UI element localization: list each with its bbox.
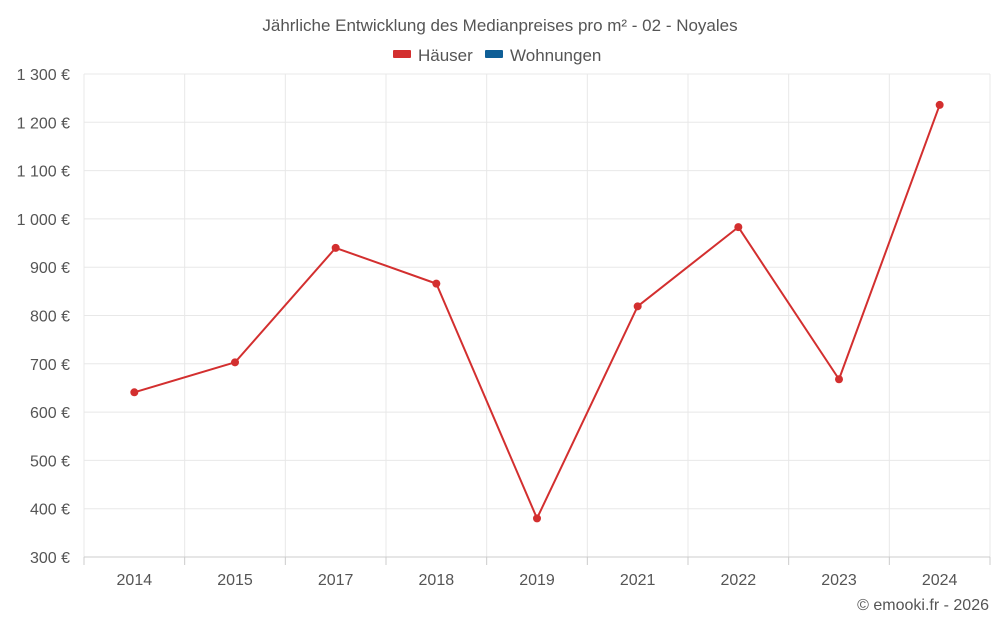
x-tick-label: 2014 (117, 572, 153, 589)
x-axis: 2014 2015 2017 2018 2019 2021 2022 2023 2024 (83, 556, 991, 589)
series-line-0 (134, 104, 941, 520)
data-point[interactable] (432, 279, 441, 288)
data-point[interactable] (835, 375, 843, 384)
data-point[interactable] (231, 358, 239, 367)
series (130, 100, 944, 523)
y-tick-label: 700 € (30, 357, 70, 374)
x-tick-label: 2019 (519, 572, 555, 589)
y-tick-label: 1 000 € (17, 212, 70, 229)
x-tick-label: 2015 (217, 572, 253, 589)
y-tick-label: 600 € (30, 405, 70, 422)
data-point[interactable] (331, 243, 340, 252)
y-tick-label: 1 300 € (17, 67, 70, 84)
y-tick-label: 300 € (30, 550, 70, 567)
y-tick-label: 800 € (30, 309, 70, 326)
x-tick-label: 2022 (721, 572, 757, 589)
data-point[interactable] (935, 100, 944, 109)
x-tick-label: 2017 (318, 572, 354, 589)
y-tick-label: 1 200 € (17, 115, 70, 132)
legend[interactable]: Häuser Wohnungen (393, 46, 601, 65)
y-tick-label: 400 € (30, 502, 70, 519)
legend-label-houses: Häuser (418, 46, 473, 65)
credit-text: © emooki.fr - 2026 (857, 597, 989, 614)
x-tick-label: 2023 (821, 572, 857, 589)
data-point[interactable] (130, 388, 139, 397)
data-point[interactable] (533, 514, 541, 523)
legend-item-apartments[interactable]: Wohnungen (485, 46, 601, 65)
y-tick-label: 1 100 € (17, 164, 70, 181)
y-tick-label: 500 € (30, 453, 70, 470)
legend-item-houses[interactable]: Häuser (393, 46, 473, 65)
legend-swatch-houses (393, 50, 411, 58)
grid (83, 73, 991, 557)
data-point[interactable] (633, 302, 642, 311)
legend-swatch-apartments (485, 50, 503, 58)
y-tick-label: 900 € (30, 260, 70, 277)
x-tick-label: 2018 (419, 572, 455, 589)
x-tick-label: 2024 (922, 572, 958, 589)
legend-label-apartments: Wohnungen (510, 46, 601, 65)
y-axis: 300 € 400 € 500 € 600 € 700 € 800 € 900 € 1 000… (17, 67, 70, 567)
data-point[interactable] (734, 223, 743, 232)
chart-title: Jährliche Entwicklung des Medianpreises … (262, 16, 737, 35)
x-tick-label: 2021 (620, 572, 656, 589)
